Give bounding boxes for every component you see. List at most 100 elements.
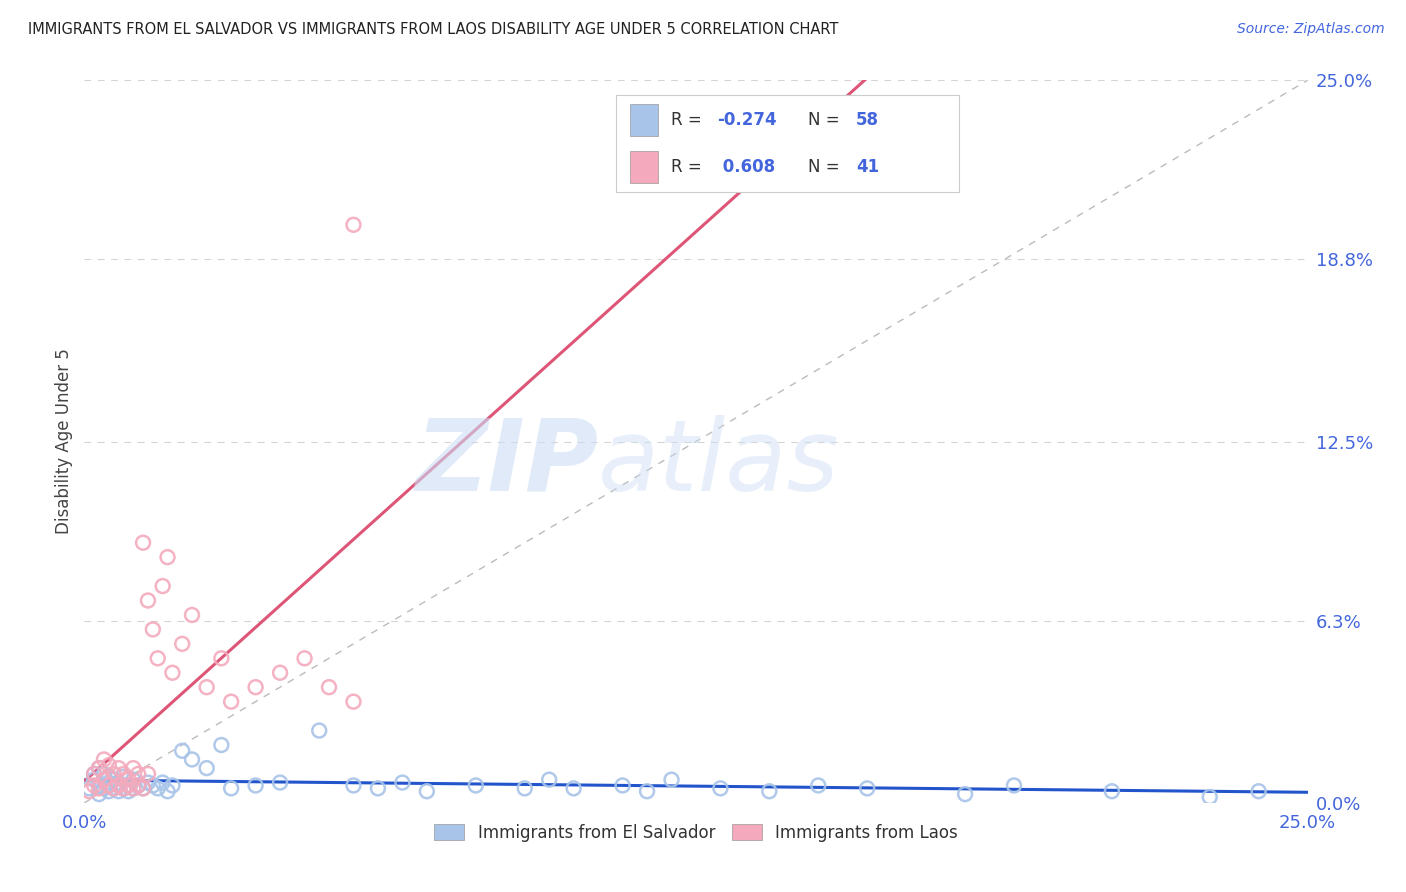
Point <box>172 744 194 758</box>
Point <box>93 752 115 766</box>
Point <box>391 775 413 789</box>
Point <box>1198 790 1220 805</box>
Point <box>856 781 879 796</box>
Point <box>87 761 110 775</box>
Point <box>93 772 115 787</box>
Point <box>538 772 561 787</box>
Point <box>209 738 232 752</box>
Point <box>181 607 204 622</box>
Point <box>107 761 129 775</box>
Point <box>107 775 129 789</box>
Point <box>103 781 125 796</box>
Point <box>112 767 135 781</box>
Point <box>117 779 139 793</box>
Point <box>127 767 149 781</box>
Point <box>953 787 976 801</box>
Point <box>162 779 184 793</box>
Point <box>93 781 115 796</box>
Point <box>1101 784 1123 798</box>
Point <box>122 781 145 796</box>
Point <box>562 781 585 796</box>
Text: ZIP: ZIP <box>415 415 598 512</box>
Point <box>464 779 486 793</box>
Point <box>156 550 179 565</box>
Point <box>758 784 780 798</box>
Point <box>122 761 145 775</box>
Point <box>612 779 634 793</box>
Point <box>97 770 120 784</box>
Point <box>93 767 115 781</box>
Point <box>146 781 169 796</box>
Point <box>146 651 169 665</box>
Point <box>97 779 120 793</box>
Legend: Immigrants from El Salvador, Immigrants from Laos: Immigrants from El Salvador, Immigrants … <box>427 817 965 848</box>
Point <box>83 767 105 781</box>
Point <box>416 784 439 798</box>
Point <box>117 772 139 787</box>
Point <box>1247 784 1270 798</box>
Y-axis label: Disability Age Under 5: Disability Age Under 5 <box>55 349 73 534</box>
Point <box>245 779 267 793</box>
Point <box>103 781 125 796</box>
Point <box>661 772 683 787</box>
Point <box>209 651 232 665</box>
Point <box>219 781 242 796</box>
Point <box>107 784 129 798</box>
Point <box>122 781 145 796</box>
Point <box>342 695 364 709</box>
Text: Source: ZipAtlas.com: Source: ZipAtlas.com <box>1237 22 1385 37</box>
Point <box>195 761 218 775</box>
Text: IMMIGRANTS FROM EL SALVADOR VS IMMIGRANTS FROM LAOS DISABILITY AGE UNDER 5 CORRE: IMMIGRANTS FROM EL SALVADOR VS IMMIGRANT… <box>28 22 838 37</box>
Point <box>807 779 830 793</box>
Point <box>342 779 364 793</box>
Text: atlas: atlas <box>598 415 839 512</box>
Point <box>142 779 165 793</box>
Point <box>132 781 155 796</box>
Point <box>156 784 179 798</box>
Point <box>77 781 100 796</box>
Point <box>97 775 120 789</box>
Point <box>342 218 364 232</box>
Point <box>97 758 120 772</box>
Point <box>132 781 155 796</box>
Point <box>513 781 536 796</box>
Point <box>136 593 159 607</box>
Point <box>87 761 110 775</box>
Point <box>103 772 125 787</box>
Point <box>195 680 218 694</box>
Point <box>269 665 291 680</box>
Point <box>142 623 165 637</box>
Point <box>112 781 135 796</box>
Point <box>318 680 340 694</box>
Point <box>117 784 139 798</box>
Point <box>162 665 184 680</box>
Point <box>367 781 389 796</box>
Point <box>294 651 316 665</box>
Point <box>112 781 135 796</box>
Point <box>181 752 204 766</box>
Point <box>83 779 105 793</box>
Point <box>132 535 155 549</box>
Point <box>77 784 100 798</box>
Point <box>636 784 658 798</box>
Point <box>136 767 159 781</box>
Point <box>152 775 174 789</box>
Point <box>269 775 291 789</box>
Point <box>87 787 110 801</box>
Point <box>136 775 159 789</box>
Point <box>308 723 330 738</box>
Point <box>127 779 149 793</box>
Point <box>97 784 120 798</box>
Point <box>219 695 242 709</box>
Point <box>709 781 731 796</box>
Point <box>127 779 149 793</box>
Point <box>103 767 125 781</box>
Point <box>245 680 267 694</box>
Point <box>117 779 139 793</box>
Point <box>152 579 174 593</box>
Point <box>107 779 129 793</box>
Point <box>172 637 194 651</box>
Point <box>87 781 110 796</box>
Point <box>1002 779 1025 793</box>
Point <box>112 770 135 784</box>
